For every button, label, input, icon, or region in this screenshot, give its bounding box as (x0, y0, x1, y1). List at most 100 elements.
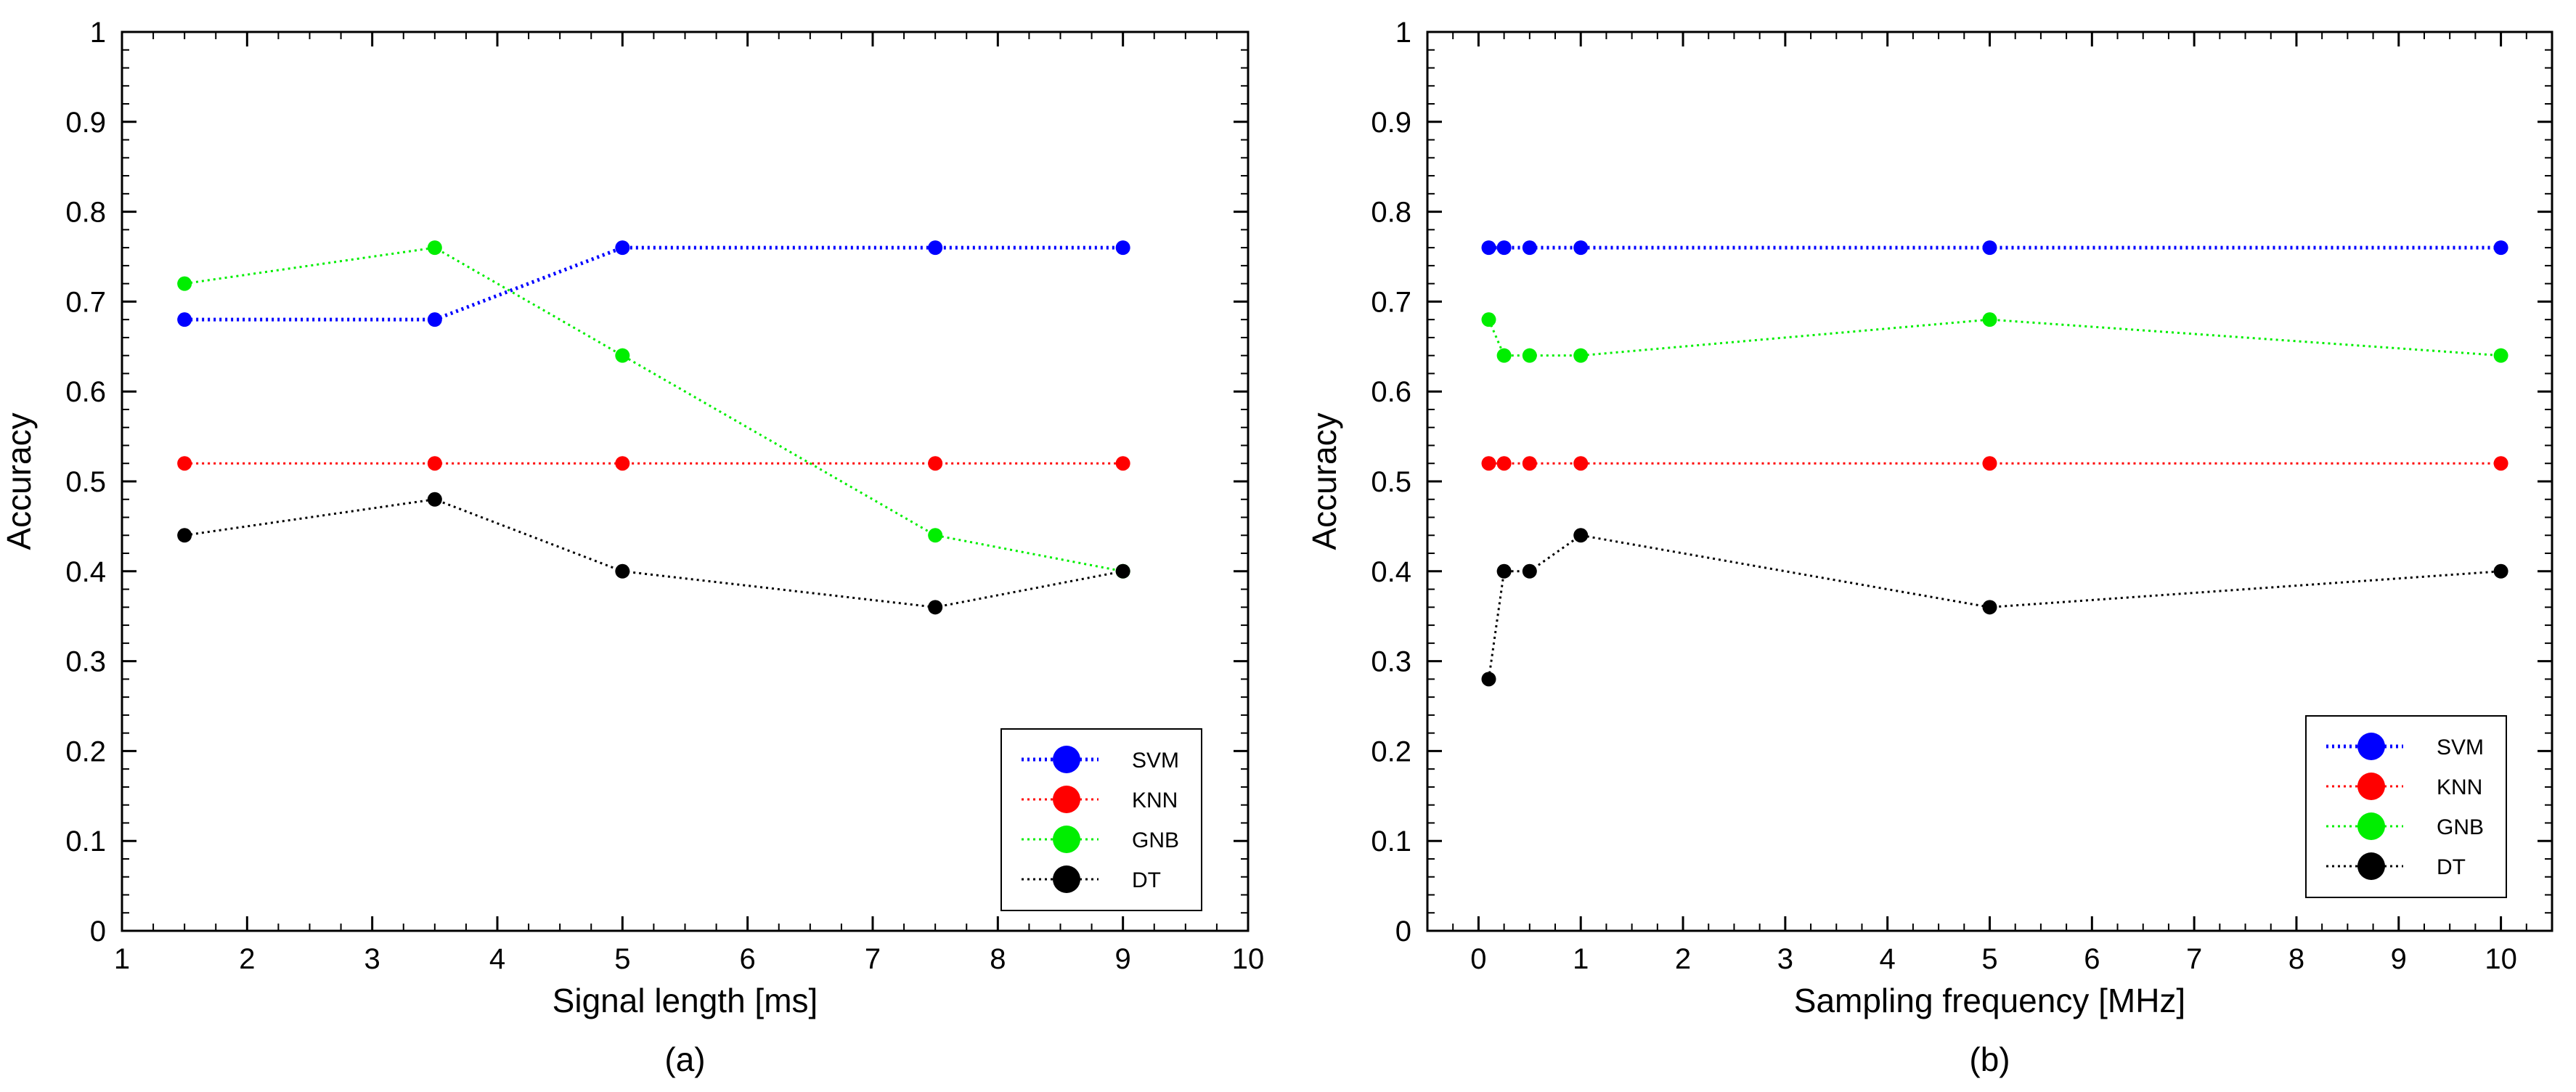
x-tick-label: 5 (614, 943, 630, 975)
series-line-dt (1488, 534, 2501, 680)
x-tick-label: 10 (2485, 943, 2517, 975)
panel-label: (a) (664, 1040, 705, 1078)
x-tick-label: 9 (1115, 943, 1131, 975)
data-point-dt (928, 600, 943, 615)
legend: SVM KNN GNB DT (1000, 728, 1202, 911)
x-tick-label: 2 (1675, 943, 1691, 975)
data-point-dt (427, 492, 442, 507)
x-tick-label: 7 (865, 943, 881, 975)
data-point-dt (1496, 563, 1512, 579)
data-point-gnb (177, 276, 192, 291)
y-tick-label: 0.2 (65, 736, 106, 767)
y-tick-label: 0.2 (1371, 736, 1411, 767)
legend-label-gnb: GNB (2437, 815, 2484, 839)
data-point-svm (1496, 240, 1512, 256)
data-point-gnb (1496, 348, 1512, 363)
y-tick-label: 0.5 (65, 466, 106, 498)
x-tick-label: 0 (1470, 943, 1486, 975)
x-axis-title: Sampling frequency [MHz] (1794, 982, 2185, 1019)
data-point-knn (1115, 456, 1130, 471)
data-point-dt (2493, 563, 2508, 579)
y-tick-label: 0.7 (1371, 286, 1411, 318)
y-tick-label: 0.5 (1371, 466, 1411, 498)
data-point-svm (1481, 240, 1496, 256)
data-point-gnb (928, 528, 943, 543)
data-point-svm (1573, 240, 1589, 256)
y-axis-title: Accuracy (0, 412, 38, 550)
legend-label-dt: DT (1132, 868, 1161, 892)
legend-marker-svm (2357, 733, 2385, 760)
legend-label-dt: DT (2437, 855, 2466, 879)
y-tick-label: 0.1 (1371, 826, 1411, 857)
data-point-svm (1982, 240, 1997, 256)
data-point-knn (1573, 456, 1589, 471)
series-line-dt (184, 498, 1123, 608)
data-point-gnb (2493, 348, 2508, 363)
legend-marker-knn (2357, 773, 2385, 800)
y-tick-label: 1 (90, 17, 106, 49)
data-point-gnb (427, 240, 442, 256)
y-tick-label: 0.4 (1371, 556, 1411, 588)
y-tick-label: 0.8 (1371, 197, 1411, 229)
data-point-svm (615, 240, 630, 256)
legend-marker-svm (1053, 746, 1080, 773)
legend-label-knn: KNN (2437, 775, 2482, 799)
series-line-svm (184, 245, 1123, 322)
data-point-gnb (615, 348, 630, 363)
y-tick-label: 0.1 (65, 826, 106, 857)
x-tick-label: 4 (1880, 943, 1896, 975)
x-tick-label: 3 (364, 943, 380, 975)
data-point-dt (1982, 600, 1997, 615)
y-tick-label: 0.9 (65, 107, 106, 139)
x-tick-label: 1 (1573, 943, 1589, 975)
legend-marker-dt (2357, 852, 2385, 880)
x-tick-label: 8 (2288, 943, 2304, 975)
y-axis-title: Accuracy (1305, 412, 1343, 550)
data-point-svm (427, 312, 442, 327)
legend-marker-gnb (1053, 826, 1080, 853)
y-tick-label: 0.8 (65, 197, 106, 229)
y-tick-label: 0.7 (65, 286, 106, 318)
y-tick-label: 0.6 (1371, 376, 1411, 408)
legend-marker-knn (1053, 786, 1080, 813)
x-tick-label: 7 (2186, 943, 2202, 975)
x-tick-label: 4 (489, 943, 505, 975)
y-tick-label: 0.9 (1371, 107, 1411, 139)
y-tick-label: 0 (1395, 916, 1411, 948)
x-tick-label: 2 (239, 943, 255, 975)
data-point-svm (928, 240, 943, 256)
data-point-knn (928, 456, 943, 471)
x-tick-label: 5 (1981, 943, 1997, 975)
x-tick-label: 8 (990, 943, 1006, 975)
y-tick-label: 0 (90, 916, 106, 948)
data-point-gnb (1573, 348, 1589, 363)
legend-label-knn: KNN (1132, 789, 1178, 812)
legend-marker-gnb (2357, 812, 2385, 840)
chart-panel-b: 00.10.20.30.40.50.60.70.80.910 1 2 3 4 5 6 7 8 9 1… (1305, 17, 2553, 1078)
data-point-gnb (1522, 348, 1537, 363)
x-tick-label: 9 (2391, 943, 2407, 975)
legend-label-svm: SVM (2437, 736, 2484, 759)
data-point-svm (1115, 240, 1130, 256)
data-point-dt (1522, 563, 1537, 579)
data-point-dt (1481, 672, 1496, 687)
data-point-knn (615, 456, 630, 471)
x-axis-title: Signal length [ms] (553, 982, 818, 1019)
y-tick-label: 0.3 (1371, 646, 1411, 678)
x-tick-label: 6 (2084, 943, 2100, 975)
data-point-dt (615, 563, 630, 579)
legend: SVM KNN GNB DT (2305, 715, 2507, 898)
x-tick-label: 1 (114, 943, 130, 975)
y-tick-label: 0.6 (65, 376, 106, 408)
x-tick-label: 6 (740, 943, 756, 975)
x-tick-label: 3 (1777, 943, 1793, 975)
data-point-svm (2493, 240, 2508, 256)
data-point-svm (177, 312, 192, 327)
data-point-gnb (1982, 312, 1997, 327)
data-point-knn (427, 456, 442, 471)
data-point-gnb (1481, 312, 1496, 327)
x-tick-label: 10 (1232, 943, 1265, 975)
data-point-dt (1573, 528, 1589, 543)
legend-label-svm: SVM (1132, 749, 1179, 773)
data-point-dt (177, 528, 192, 543)
